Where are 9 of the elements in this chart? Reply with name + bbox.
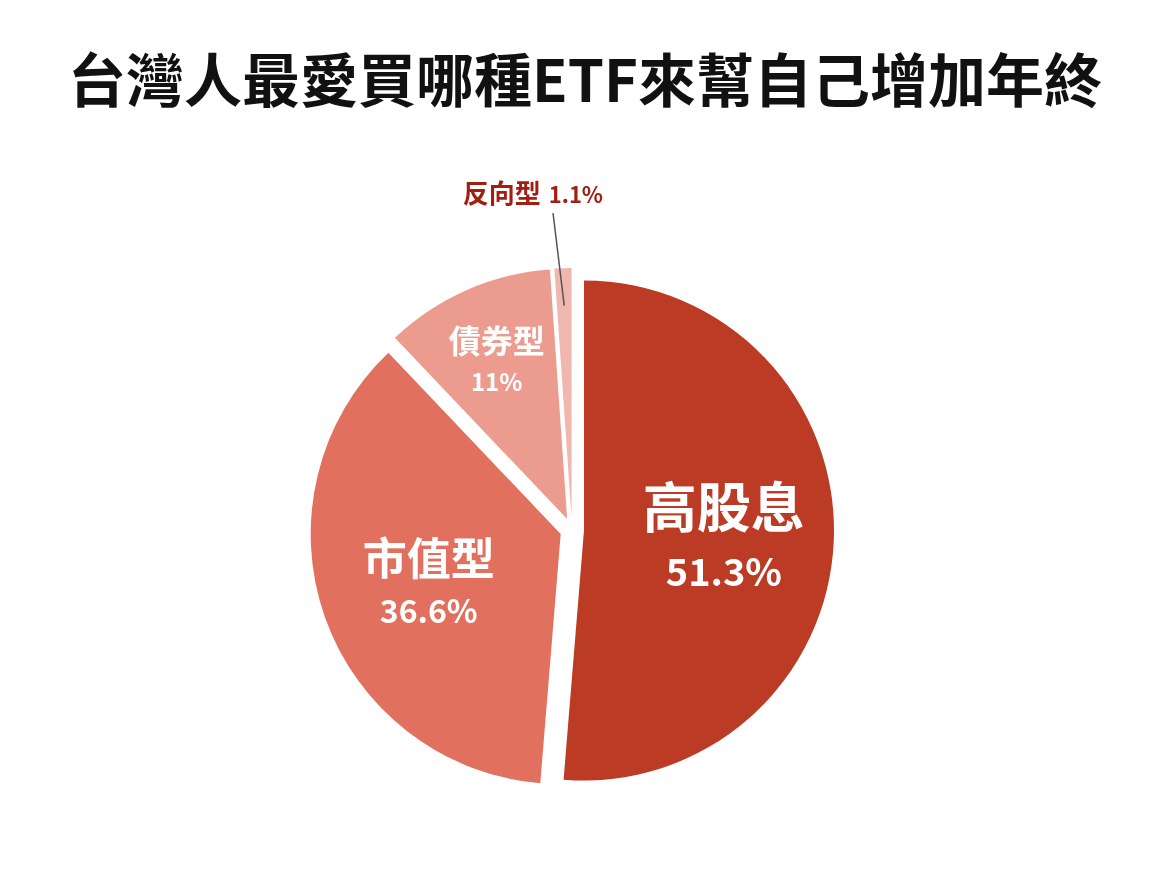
data-label: 11%	[470, 362, 523, 398]
data-label: 1.1%	[548, 177, 604, 210]
slice-label: 反向型	[462, 173, 541, 211]
data-label: 36.6%	[379, 585, 478, 632]
slice-label: 債券型	[448, 315, 545, 362]
data-label: 51.3%	[665, 542, 782, 598]
slice-label: 高股息	[642, 465, 805, 545]
chart-title: 台灣人最愛買哪種ETF來幫自己增加年終	[68, 35, 1102, 119]
slice-label: 市值型	[362, 523, 495, 588]
